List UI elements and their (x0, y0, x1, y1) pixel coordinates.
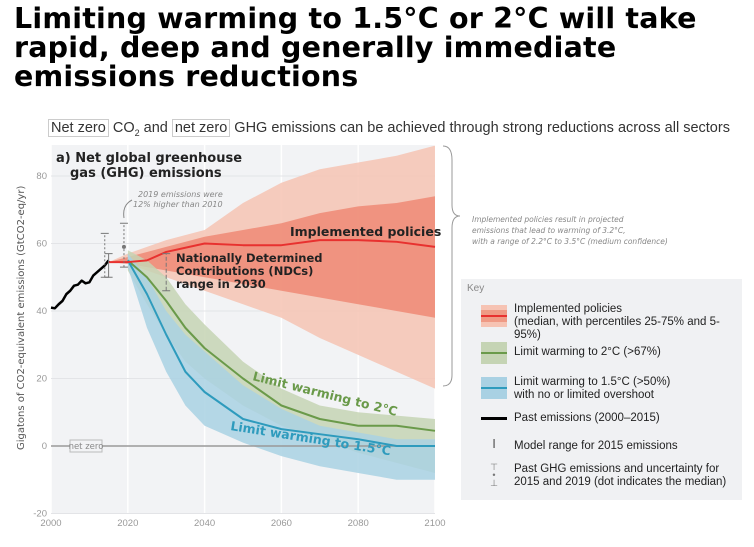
annotation-arrow (123, 199, 133, 219)
x-tick-label: 2040 (194, 518, 215, 529)
legend-swatch-1-5c (481, 377, 507, 399)
legend: Key Implemented policies (median, with pe… (461, 279, 742, 500)
legend-label-2c: Limit warming to 2°C (>67%) (514, 346, 661, 358)
legend-label-uncertainty: Past GHG emissions and uncertainty for 20… (514, 463, 727, 488)
y-tick-label: -20 (33, 509, 47, 520)
1-5c-median-line (126, 259, 435, 447)
legend-swatch-past (481, 417, 507, 420)
legend-label-model-range: Model range for 2015 emissions (514, 440, 678, 452)
y-tick-label: 60 (36, 239, 47, 250)
legend-label-implemented: Implemented policies (median, with percen… (514, 303, 720, 341)
y-tick-label: 40 (36, 306, 47, 317)
ndc-label-line: Nationally Determined (176, 251, 323, 265)
2c-band (127, 250, 436, 473)
co2-subscript: 2 (134, 127, 140, 138)
co2-text: CO (112, 120, 135, 136)
x-tick-label: 2100 (424, 518, 445, 529)
panel-title-line2: gas (GHG) emissions (70, 166, 222, 181)
brace-annotation-line: Implemented policies result in projected (472, 215, 624, 224)
x-tick-label: 2080 (348, 518, 369, 529)
implemented-policies-label: Implemented policies (290, 224, 441, 239)
y-tick-label: 20 (36, 374, 47, 385)
legend-title: Key (467, 283, 485, 294)
annotation-2019-l1: 2019 emissions were (138, 190, 223, 199)
net-zero-box-2: net zero (171, 119, 231, 137)
legend-label-1-5c: Limit warming to 1.5°C (>50%) with no or … (514, 376, 671, 401)
x-tick-label: 2020 (117, 518, 138, 529)
legend-swatch-2c (481, 342, 507, 364)
brace (442, 145, 461, 387)
legend-swatch-implemented (481, 305, 507, 327)
x-tick-label: 2000 (40, 518, 61, 529)
implemented-25-75-band (108, 196, 435, 318)
median-dot-2019 (121, 244, 126, 249)
net-zero-label-box (69, 439, 103, 453)
brace-annotation-line: emissions that lead to warming of 3.2°C, (472, 226, 626, 235)
2c-median-line (127, 259, 436, 432)
net-zero-label: net zero (69, 442, 104, 452)
uncertainty-icon: ⊤ • ⊥ (490, 462, 498, 488)
headline: Limiting warming to 1.5°C or 2°C will ta… (14, 2, 697, 93)
legend-label-past: Past emissions (2000–2015) (514, 412, 660, 424)
ndc-label-line: Contributions (NDCs) (176, 264, 313, 278)
x-tick-label: 2060 (271, 518, 292, 529)
y-tick-label: 80 (36, 171, 47, 182)
annotation-2019-l2: 12% higher than 2010 (133, 200, 223, 209)
past-emissions-line (50, 259, 110, 310)
subtitle-rest: GHG emissions can be achieved through st… (230, 120, 730, 136)
y-tick-label: 0 (42, 441, 47, 452)
y-axis-label: Gigatons of CO2-equivalent emissions (Gt… (16, 186, 27, 450)
brace-annotation-line: with a range of 2.2°C to 3.5°C (medium c… (472, 237, 668, 246)
ndc-label-line: range in 2030 (176, 277, 266, 291)
model-range-icon: I (492, 436, 496, 451)
net-zero-box: Net zero (48, 119, 109, 137)
panel-title-line1: a) Net global greenhouse (56, 151, 242, 166)
subtitle: Net zero CO2 and net zero GHG emissions … (48, 119, 730, 138)
and-text: and (139, 120, 172, 136)
implemented-median-line (108, 239, 436, 264)
1-5c-band (127, 253, 436, 480)
